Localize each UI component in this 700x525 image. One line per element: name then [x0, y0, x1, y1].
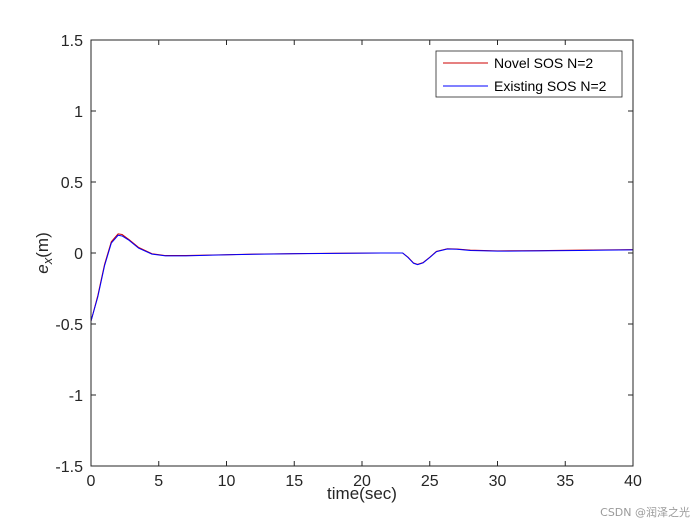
legend-label-novel: Novel SOS N=2 [494, 55, 593, 71]
y-axis-label: ex(m) [33, 232, 55, 273]
x-axis-ticks: 0 5 10 15 20 25 30 35 40 [87, 40, 642, 490]
x-tick-label: 0 [87, 473, 96, 490]
x-tick-label: 25 [421, 473, 439, 490]
y-tick-label: 1 [74, 104, 83, 121]
y-tick-label: -1 [69, 388, 83, 405]
y-axis-ticks: -1.5 -1 -0.5 0 0.5 1 1.5 [55, 33, 633, 476]
y-tick-label: 0.5 [61, 175, 83, 192]
y-tick-label: 1.5 [61, 33, 83, 50]
y-axis-label-unit: (m) [33, 232, 52, 257]
y-tick-label: -1.5 [55, 459, 83, 476]
series-layer [90, 233, 634, 322]
y-tick-label: 0 [74, 246, 83, 263]
y-tick-label: -0.5 [55, 317, 83, 334]
legend-label-existing: Existing SOS N=2 [494, 78, 607, 94]
series-line-existing [90, 234, 634, 322]
y-axis-label-subscript: x [40, 257, 55, 265]
x-tick-label: 30 [489, 473, 507, 490]
x-tick-label: 10 [218, 473, 236, 490]
y-axis-label-base: e [33, 264, 52, 273]
legend[interactable]: Novel SOS N=2 Existing SOS N=2 [435, 50, 623, 98]
x-tick-label: 15 [285, 473, 303, 490]
x-tick-label: 20 [353, 473, 371, 490]
x-tick-label: 5 [154, 473, 163, 490]
legend-box [435, 50, 623, 98]
x-tick-label: 35 [556, 473, 574, 490]
x-tick-label: 40 [624, 473, 642, 490]
x-axis-label: time(sec) [327, 484, 397, 503]
watermark: CSDN @润泽之光 [600, 505, 690, 519]
svg-text:ex(m): ex(m) [33, 232, 55, 273]
